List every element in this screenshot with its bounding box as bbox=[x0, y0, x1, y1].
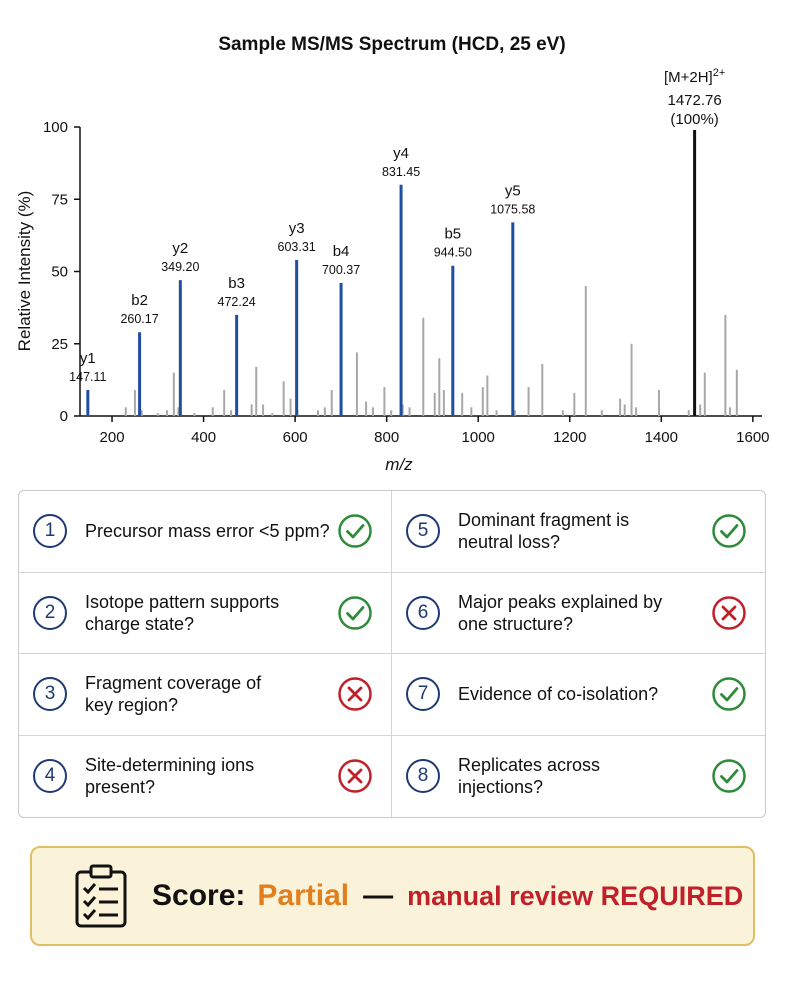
ion-label-y2: y2 bbox=[172, 240, 188, 257]
ion-mz-b4: 700.37 bbox=[322, 263, 360, 277]
x-tick-label: 600 bbox=[283, 429, 308, 446]
x-tick-label: 1600 bbox=[736, 429, 769, 446]
clipboard-checklist-icon bbox=[75, 864, 127, 928]
x-tick-label: 200 bbox=[100, 429, 125, 446]
item-question: Isotope pattern supports charge state? bbox=[85, 591, 280, 634]
checklist-item: 1 Precursor mass error <5 ppm? bbox=[19, 491, 392, 573]
ion-mz-b5: 944.50 bbox=[434, 246, 472, 260]
checklist-item: 4 Site-determining ions present? bbox=[19, 735, 392, 817]
score-value: Partial bbox=[257, 879, 350, 912]
item-question: Evidence of co-isolation? bbox=[458, 684, 659, 705]
checklist-item: 5 Dominant fragment is neutral loss? bbox=[392, 491, 765, 573]
check-circle-icon bbox=[338, 596, 372, 630]
precursor-mz: 1472.76 bbox=[667, 92, 721, 109]
x-circle-icon bbox=[338, 759, 372, 793]
precursor-intensity: (100%) bbox=[670, 111, 718, 128]
x-tick-label: 1000 bbox=[462, 429, 495, 446]
y-tick-label: 100 bbox=[43, 119, 68, 136]
x-axis-label: m/z bbox=[385, 455, 413, 474]
item-question: Precursor mass error <5 ppm? bbox=[85, 521, 330, 542]
ion-label-y3: y3 bbox=[289, 220, 305, 237]
ion-label-b4: b4 bbox=[333, 243, 350, 260]
score-panel: Score: Partial — manual review REQUIRED bbox=[30, 846, 755, 946]
item-number-badge: 7 bbox=[406, 677, 440, 712]
x-tick-label: 1200 bbox=[553, 429, 586, 446]
ion-mz-y1: 147.11 bbox=[69, 370, 106, 384]
ion-mz-b3: 472.24 bbox=[218, 295, 256, 309]
check-circle-icon bbox=[338, 514, 372, 548]
ion-label-y5: y5 bbox=[505, 182, 521, 199]
check-circle-icon bbox=[712, 514, 746, 548]
checklist-item: 7 Evidence of co-isolation? bbox=[392, 654, 765, 736]
item-question: Site-determining ions present? bbox=[85, 755, 255, 798]
ion-label-y1: y1 bbox=[80, 350, 96, 367]
item-question: Major peaks explained by one structure? bbox=[458, 591, 663, 634]
item-question: Replicates across injections? bbox=[458, 755, 601, 798]
y-tick-label: 50 bbox=[51, 264, 68, 281]
chart-title: Sample MS/MS Spectrum (HCD, 25 eV) bbox=[218, 34, 565, 55]
item-number-badge: 1 bbox=[33, 514, 67, 549]
y-tick-label: 25 bbox=[51, 336, 68, 353]
ion-label-b3: b3 bbox=[228, 275, 245, 292]
checklist-item: 3 Fragment coverage of key region? bbox=[19, 654, 392, 736]
score-line: Score: Partial — manual review REQUIRED bbox=[152, 879, 743, 913]
qc-checklist: 1 Precursor mass error <5 ppm? 5 Dominant f… bbox=[18, 490, 766, 818]
ion-mz-y5: 1075.58 bbox=[490, 202, 535, 216]
checklist-item: 6 Major peaks explained by one structure? bbox=[392, 573, 765, 654]
precursor-label: [M+2H]2+ bbox=[664, 67, 725, 86]
score-note: manual review REQUIRED bbox=[407, 881, 744, 911]
item-number-badge: 2 bbox=[33, 595, 67, 630]
x-circle-icon bbox=[712, 596, 746, 630]
ion-label-y4: y4 bbox=[393, 145, 409, 162]
item-number-badge: 4 bbox=[33, 759, 67, 794]
item-question: Fragment coverage of key region? bbox=[85, 673, 262, 716]
score-dash: — bbox=[363, 879, 394, 912]
y-axis-label: Relative Intensity (%) bbox=[15, 191, 34, 352]
checklist-item: 8 Replicates across injections? bbox=[392, 736, 765, 818]
ion-label-b2: b2 bbox=[131, 292, 148, 309]
ion-mz-b2: 260.17 bbox=[120, 312, 158, 326]
ion-mz-y4: 831.45 bbox=[382, 165, 420, 179]
item-question: Dominant fragment is neutral loss? bbox=[458, 510, 630, 553]
score-label: Score: bbox=[152, 879, 246, 912]
check-circle-icon bbox=[712, 677, 746, 711]
x-tick-label: 800 bbox=[374, 429, 399, 446]
item-number-badge: 5 bbox=[406, 514, 440, 549]
x-tick-label: 400 bbox=[191, 429, 216, 446]
x-circle-icon bbox=[338, 677, 372, 711]
ms-spectrum-chart: Sample MS/MS Spectrum (HCD, 25 eV) Relat… bbox=[15, 34, 770, 474]
item-number-badge: 8 bbox=[406, 759, 440, 794]
y-tick-label: 75 bbox=[51, 191, 68, 208]
ion-mz-y3: 603.31 bbox=[278, 240, 316, 254]
checklist-item: 2 Isotope pattern supports charge state? bbox=[19, 572, 392, 654]
y-tick-label: 0 bbox=[60, 408, 68, 425]
item-number-badge: 3 bbox=[33, 677, 67, 712]
check-circle-icon bbox=[712, 759, 746, 793]
ion-mz-y2: 349.20 bbox=[161, 260, 199, 274]
x-tick-label: 1400 bbox=[645, 429, 678, 446]
ion-label-b5: b5 bbox=[444, 226, 461, 243]
item-number-badge: 6 bbox=[406, 595, 440, 630]
